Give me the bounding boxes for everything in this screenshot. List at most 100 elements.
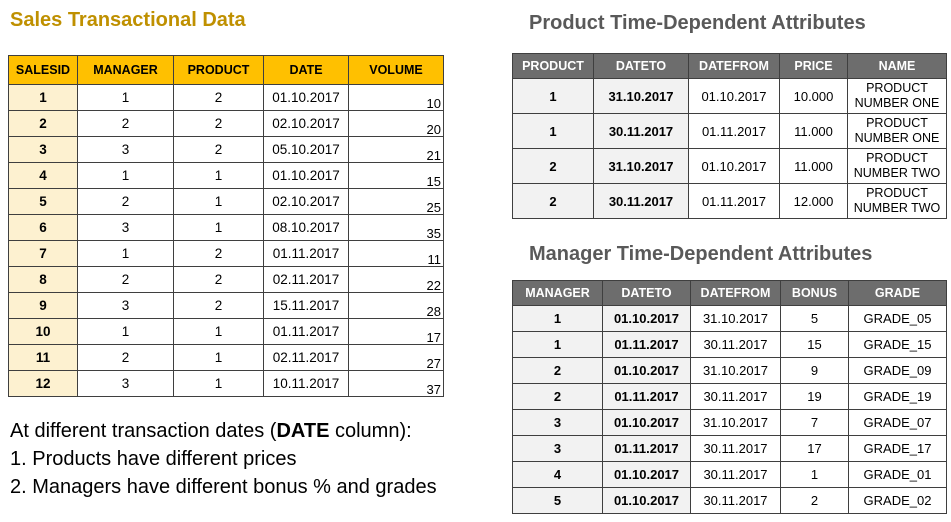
table-cell: 2 bbox=[173, 84, 264, 111]
column-header: PRODUCT bbox=[173, 55, 264, 85]
table-cell: PRODUCT NUMBER TWO bbox=[847, 148, 947, 184]
column-header: VOLUME bbox=[348, 55, 444, 85]
table-cell: 12.000 bbox=[779, 183, 848, 219]
table-cell: 11 bbox=[348, 240, 444, 267]
table-cell: 3 bbox=[512, 409, 603, 436]
table-row: 1 01.10.2017 31.10.2017 5 GRADE_05 bbox=[512, 305, 947, 332]
table-row: 1 30.11.2017 01.11.2017 11.000 PRODUCT NUMBE… bbox=[512, 113, 947, 149]
table-cell: 01.10.2017 bbox=[602, 461, 691, 488]
table-row: 7 1 2 01.11.2017 11 bbox=[8, 240, 444, 267]
table-cell: 1 bbox=[173, 214, 264, 241]
table-cell: 1 bbox=[173, 318, 264, 345]
table-cell: 02.10.2017 bbox=[263, 110, 349, 137]
column-header: DATE bbox=[263, 55, 349, 85]
table-cell: 3 bbox=[77, 214, 174, 241]
table-cell: 30.11.2017 bbox=[690, 487, 781, 514]
table-cell: 01.11.2017 bbox=[688, 183, 780, 219]
table-cell: 3 bbox=[77, 292, 174, 319]
table-cell: 9 bbox=[780, 357, 849, 384]
table-cell: 31.10.2017 bbox=[593, 148, 689, 184]
manager-attributes-table: MANAGER DATETO DATEFROM BONUS GRADE 1 01.10.20… bbox=[512, 280, 947, 514]
sales-table-title: Sales Transactional Data bbox=[10, 9, 246, 31]
table-row: 9 3 2 15.11.2017 28 bbox=[8, 292, 444, 319]
manager-table-title: Manager Time-Dependent Attributes bbox=[529, 243, 873, 265]
note-text: At different transaction dates (DATE col… bbox=[10, 417, 437, 501]
table-row: 5 01.10.2017 30.11.2017 2 GRADE_02 bbox=[512, 487, 947, 514]
table-row: 5 2 1 02.10.2017 25 bbox=[8, 188, 444, 215]
table-cell: 3 bbox=[512, 435, 603, 462]
table-cell: 7 bbox=[8, 240, 78, 267]
table-cell: 01.11.2017 bbox=[263, 318, 349, 345]
table-cell: 2 bbox=[512, 183, 594, 219]
table-cell: 1 bbox=[77, 240, 174, 267]
column-header: NAME bbox=[847, 53, 947, 79]
table-cell: 2 bbox=[173, 266, 264, 293]
column-header: MANAGER bbox=[77, 55, 174, 85]
table-cell: 19 bbox=[780, 383, 849, 410]
table-cell: 4 bbox=[8, 162, 78, 189]
table-cell: 31.10.2017 bbox=[690, 357, 781, 384]
table-cell: PRODUCT NUMBER TWO bbox=[847, 183, 947, 219]
table-cell: GRADE_09 bbox=[848, 357, 947, 384]
table-cell: 22 bbox=[348, 266, 444, 293]
header-row: SALESID MANAGER PRODUCT DATE VOLUME bbox=[8, 55, 444, 85]
table-cell: 10.000 bbox=[779, 78, 848, 114]
table-cell: 30.11.2017 bbox=[593, 183, 689, 219]
table-cell: 2 bbox=[77, 110, 174, 137]
table-row: 3 01.11.2017 30.11.2017 17 GRADE_17 bbox=[512, 435, 947, 462]
table-cell: 10 bbox=[348, 84, 444, 111]
note-line-3: 2. Managers have different bonus % and g… bbox=[10, 476, 437, 498]
table-cell: 1 bbox=[173, 370, 264, 397]
table-cell: 5 bbox=[780, 305, 849, 332]
note-line-1: At different transaction dates (DATE col… bbox=[10, 417, 437, 445]
column-header: GRADE bbox=[848, 280, 947, 306]
product-attributes-table: PRODUCT DATETO DATEFROM PRICE NAME 1 31.10.201… bbox=[512, 53, 947, 219]
table-cell: 1 bbox=[780, 461, 849, 488]
table-cell: 4 bbox=[512, 461, 603, 488]
table-cell: 5 bbox=[8, 188, 78, 215]
table-cell: 2 bbox=[173, 136, 264, 163]
table-row: 4 1 1 01.10.2017 15 bbox=[8, 162, 444, 189]
table-cell: 2 bbox=[77, 344, 174, 371]
table-cell: PRODUCT NUMBER ONE bbox=[847, 113, 947, 149]
note-line1-bold: DATE bbox=[276, 420, 330, 442]
table-cell: 2 bbox=[780, 487, 849, 514]
header-row: MANAGER DATETO DATEFROM BONUS GRADE bbox=[512, 280, 947, 306]
table-cell: 11.000 bbox=[779, 148, 848, 184]
table-cell: 3 bbox=[77, 370, 174, 397]
column-header: DATETO bbox=[593, 53, 689, 79]
table-row: 1 31.10.2017 01.10.2017 10.000 PRODUCT NUMBE… bbox=[512, 78, 947, 114]
table-cell: 30.11.2017 bbox=[690, 383, 781, 410]
table-cell: 12 bbox=[8, 370, 78, 397]
sales-transactional-table: SALESID MANAGER PRODUCT DATE VOLUME 1 1 2 01.10.… bbox=[8, 55, 444, 397]
table-cell: 10 bbox=[8, 318, 78, 345]
table-cell: GRADE_07 bbox=[848, 409, 947, 436]
table-cell: 2 bbox=[512, 357, 603, 384]
table-row: 11 2 1 02.11.2017 27 bbox=[8, 344, 444, 371]
table-cell: 01.10.2017 bbox=[602, 357, 691, 384]
table-cell: 02.10.2017 bbox=[263, 188, 349, 215]
table-cell: 1 bbox=[512, 305, 603, 332]
table-cell: 01.10.2017 bbox=[688, 148, 780, 184]
table-cell: 1 bbox=[173, 344, 264, 371]
table-cell: PRODUCT NUMBER ONE bbox=[847, 78, 947, 114]
table-cell: 01.11.2017 bbox=[602, 331, 691, 358]
table-cell: 31.10.2017 bbox=[690, 305, 781, 332]
column-header: BONUS bbox=[780, 280, 849, 306]
table-row: 4 01.10.2017 30.11.2017 1 GRADE_01 bbox=[512, 461, 947, 488]
table-cell: 15 bbox=[348, 162, 444, 189]
table-cell: 15.11.2017 bbox=[263, 292, 349, 319]
table-cell: GRADE_05 bbox=[848, 305, 947, 332]
table-cell: 01.10.2017 bbox=[688, 78, 780, 114]
table-cell: 2 bbox=[173, 292, 264, 319]
table-cell: 3 bbox=[77, 136, 174, 163]
table-cell: 8 bbox=[8, 266, 78, 293]
table-cell: 37 bbox=[348, 370, 444, 397]
table-cell: 01.10.2017 bbox=[263, 84, 349, 111]
table-cell: 2 bbox=[173, 110, 264, 137]
table-row: 3 3 2 05.10.2017 21 bbox=[8, 136, 444, 163]
column-header: DATEFROM bbox=[688, 53, 780, 79]
table-cell: 01.11.2017 bbox=[688, 113, 780, 149]
table-cell: 7 bbox=[780, 409, 849, 436]
